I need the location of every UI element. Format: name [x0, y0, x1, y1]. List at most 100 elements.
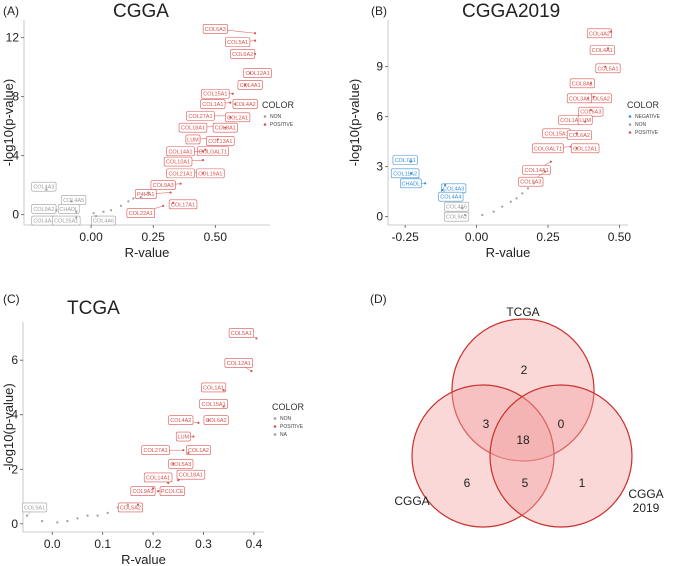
gene-label: COL4A1	[240, 83, 261, 89]
gene-label-box	[168, 199, 198, 210]
data-point	[461, 207, 464, 210]
legend-marker	[263, 123, 267, 126]
gene-label: COL6A2	[232, 52, 253, 58]
data-point	[424, 182, 427, 185]
data-point	[584, 120, 587, 123]
gene-label-box	[52, 215, 81, 226]
data-point	[187, 451, 190, 455]
data-point	[171, 201, 175, 204]
gene-label: COL5A1	[597, 66, 618, 72]
gene-label: COL5A2	[120, 505, 141, 511]
data-point	[501, 205, 504, 208]
x-tick-label: 0.4	[246, 537, 263, 551]
gene-label-box	[569, 78, 595, 89]
x-tick-label: 0.0	[44, 537, 61, 551]
gene-label-box	[168, 415, 194, 425]
gene-label: CHADL	[59, 207, 78, 213]
data-point	[167, 481, 170, 485]
data-point	[575, 147, 578, 150]
y-tick-label: 12	[6, 31, 20, 45]
data-point	[25, 514, 29, 517]
data-point	[92, 212, 95, 215]
data-point	[255, 337, 258, 340]
gene-label-box	[566, 93, 592, 104]
gene-label: COL27A1	[188, 114, 212, 120]
data-point	[441, 188, 444, 192]
gene-label: COL1A1	[202, 102, 223, 108]
data-point	[222, 405, 225, 408]
data-point	[207, 419, 210, 422]
data-point	[604, 65, 607, 68]
gene-label: COL12A1	[227, 361, 251, 367]
gene-label: COL4A4	[33, 219, 54, 225]
panel-letter: (C)	[3, 292, 20, 306]
gene-label: COL10A1	[166, 160, 190, 166]
legend-entry: NEGATIVE	[635, 114, 661, 120]
gene-label: COL5A2	[589, 96, 610, 102]
y-tick-label: 9	[376, 60, 383, 74]
gene-label: COL6A2	[206, 418, 227, 424]
data-point	[586, 97, 590, 100]
legend-title: COLOR	[272, 402, 305, 412]
gene-label-box	[185, 134, 201, 145]
gene-label: COL4A3	[443, 186, 464, 192]
legend-marker	[628, 131, 632, 134]
data-point	[179, 182, 182, 185]
panel-c-tcga-scatter: (C) TCGA 0.0 0.1 0.2 0.3 0.4 0 2 4 6 R-value -log10(…	[1, 292, 305, 566]
data-point	[75, 210, 78, 213]
data-point	[249, 71, 252, 75]
y-tick-label: 0	[11, 517, 18, 531]
data-point	[592, 95, 595, 98]
gene-label-box	[150, 180, 176, 190]
data-point	[45, 188, 48, 191]
data-point	[201, 159, 205, 162]
gene-label: COL2A1	[227, 115, 248, 121]
y-axis-label: -log10(p-value)	[1, 79, 16, 166]
gene-label: COL14A1	[168, 149, 192, 155]
data-point	[201, 150, 205, 153]
gene-label: CHADL	[402, 181, 421, 187]
panel-b-cgga2019-scatter: (B) CGGA2019 -0.25 0.00 0.25 0.50 0 3 6 9 R-value -…	[347, 1, 661, 260]
gene-label-box	[595, 63, 621, 74]
gene-label: COL11A2	[393, 171, 417, 177]
data-point	[244, 83, 247, 86]
gene-label-box	[163, 156, 193, 167]
gene-label: COL6A3	[580, 110, 601, 116]
data-point	[201, 172, 205, 175]
gene-label-box	[577, 115, 593, 125]
data-point	[544, 170, 547, 173]
gene-label: P4HA1	[137, 192, 154, 198]
panel-title: CGGA	[113, 1, 169, 22]
legend-marker	[628, 123, 632, 126]
venn-circle-tcga	[451, 318, 595, 462]
data-point	[515, 197, 518, 200]
gene-label: COL14A1	[146, 475, 170, 481]
data-point	[169, 191, 172, 194]
legend-title: COLOR	[262, 100, 295, 110]
gene-label: COL17A1	[171, 202, 195, 208]
data-point	[127, 200, 130, 203]
venn-count-cgga-cgga2019: 5	[522, 476, 529, 490]
gene-label: COL12A1	[245, 71, 269, 77]
x-axis-label: R-value	[125, 245, 170, 260]
gene-label: COL4A3	[33, 185, 54, 191]
y-tick-label: 8	[12, 90, 19, 104]
data-point	[231, 92, 234, 95]
gene-label: COL13A1	[208, 139, 232, 145]
gene-label: COL3A1	[569, 96, 590, 102]
gene-label: COL15A1	[544, 131, 568, 137]
venn-count-tcga-cgga2019: 0	[558, 417, 565, 431]
data-point	[157, 489, 160, 493]
x-tick-label: 0.2	[145, 537, 162, 551]
data-point	[204, 148, 207, 151]
gene-label-box	[196, 168, 225, 179]
gene-label-box	[130, 486, 156, 496]
gene-label-box	[400, 178, 422, 189]
gene-label: COL1A2	[188, 448, 209, 454]
gene-label: COL12A1	[573, 146, 597, 152]
panel-a-cgga-scatter: (A) CGGA 0.00 0.25 0.50 0 4 8 12 R-value -log10(p-…	[1, 1, 295, 260]
data-point	[132, 197, 135, 200]
venn-count-cgga-only: 6	[464, 476, 471, 490]
gene-label: COL4A4	[440, 195, 461, 201]
data-point	[589, 82, 592, 85]
